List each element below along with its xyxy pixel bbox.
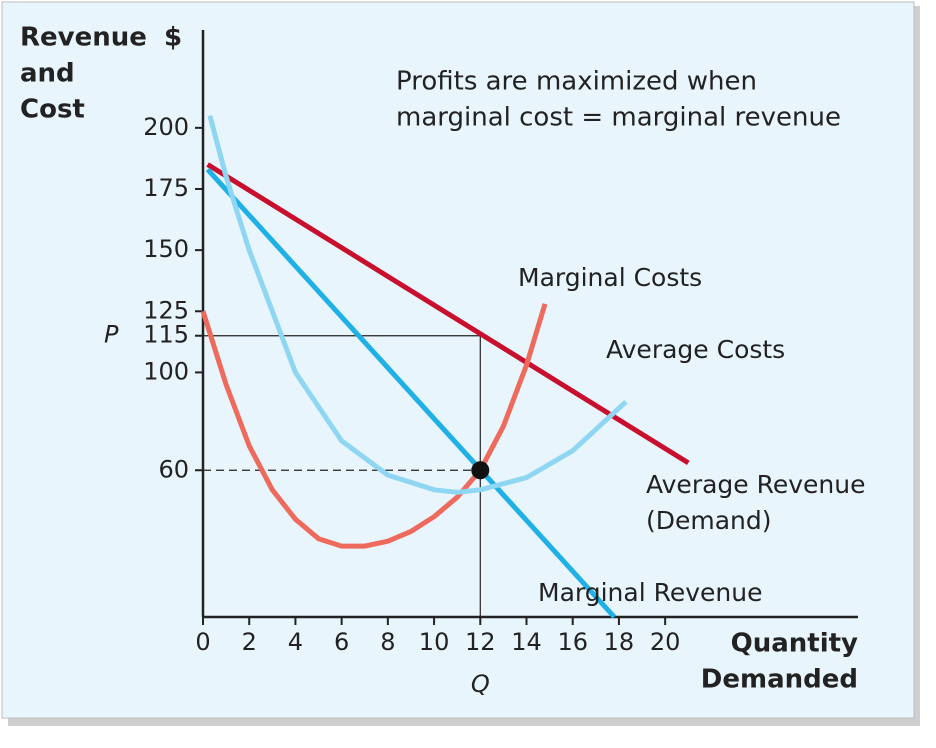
curve <box>206 162 690 466</box>
y-tick-label: 175 <box>143 174 189 202</box>
curve <box>205 167 617 619</box>
curve-label: Average Costs <box>606 335 785 364</box>
x-tick-label: 8 <box>380 628 395 656</box>
y-tick-label: 125 <box>143 296 189 324</box>
y-label: and <box>20 59 75 89</box>
x-tick-label: 4 <box>288 628 303 656</box>
y-tick-label: 150 <box>143 235 189 263</box>
curve-label: Average Revenue (Demand) <box>646 470 865 535</box>
x-tick-label: 16 <box>557 628 588 656</box>
y-tick-label: 100 <box>143 357 189 385</box>
x-tick-label: 2 <box>242 628 257 656</box>
x-tick-label: 20 <box>650 628 681 656</box>
price-label: P <box>104 321 119 349</box>
curve-label: Marginal Revenue <box>538 578 762 607</box>
panel <box>1 1 915 719</box>
y-tick-label: 60 <box>158 455 189 483</box>
annotation: marginal cost = marginal revenue <box>396 103 841 133</box>
optimum-point <box>471 461 490 480</box>
curve <box>200 303 548 549</box>
quantity-label: Q <box>471 670 490 698</box>
x-label: Quantity <box>731 629 858 659</box>
y-tick-label: 115 <box>143 321 189 349</box>
y-label: Cost <box>20 95 85 125</box>
y-unit: $ <box>164 23 182 53</box>
annotation: Profits are maximized when <box>396 67 757 97</box>
curve <box>207 114 628 495</box>
x-tick-label: 14 <box>511 628 542 656</box>
x-tick-label: 18 <box>604 628 635 656</box>
x-tick-label: 12 <box>465 628 496 656</box>
y-tick-label: 200 <box>143 113 189 141</box>
x-tick-label: 0 <box>195 628 210 656</box>
y-label: Revenue <box>20 23 147 53</box>
curve-label: Marginal Costs <box>518 263 702 292</box>
x-tick-label: 10 <box>419 628 450 656</box>
x-tick-label: 6 <box>334 628 349 656</box>
x-label: Demanded <box>701 665 858 695</box>
